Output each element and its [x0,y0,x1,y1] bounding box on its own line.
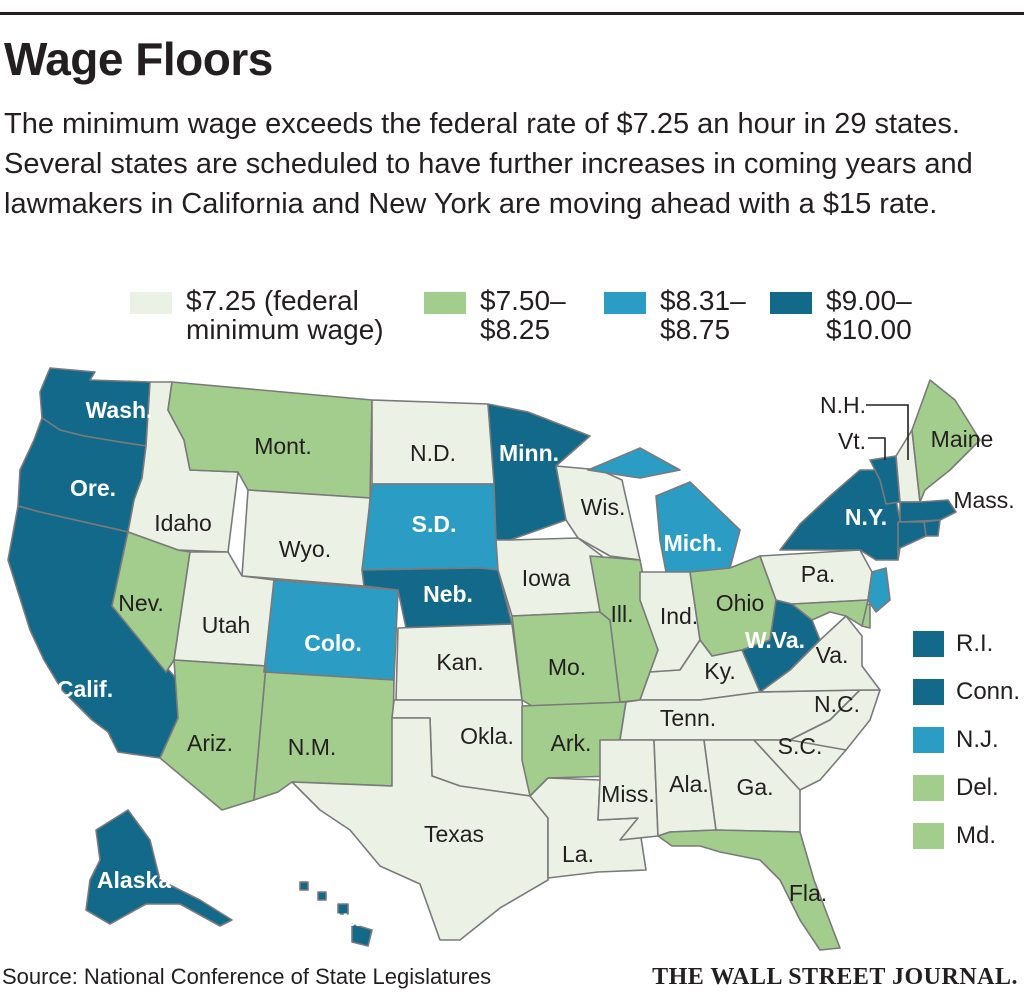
legend-item-federal: $7.25 (federal minimum wage) [130,286,384,344]
state-label-nev: Nev. [118,590,164,616]
state-label-miss: Miss. [601,781,655,807]
state-label-va: Va. [816,642,849,668]
state-label-ga: Ga. [736,774,773,800]
ne-swatch-nj [913,727,944,753]
state-label-colo: Colo. [304,630,362,656]
map-subtitle: The minimum wage exceeds the federal rat… [4,108,973,220]
vt-leader-line [868,437,886,460]
legend-item-high: $8.31– $8.75 [604,286,746,344]
state-label-alaska: Alaska [97,867,171,893]
state-label-mass: Mass. [953,487,1014,513]
state-mass [899,499,957,523]
state-maine [911,379,981,503]
state-label-mont: Mont. [254,433,312,459]
ne-label-conn: Conn. [956,678,1021,705]
state-label-la: La. [562,841,594,867]
state-label-wyo: Wyo. [279,536,331,562]
legend-swatch-high [604,292,646,314]
ne-legend-item-del: Del. [913,764,1024,812]
state-label-utah: Utah [202,612,251,638]
map-title: Wage Floors [4,33,273,85]
state-label-n-y: N.Y. [845,504,887,530]
legend-label-mid: $7.50– $8.25 [480,285,566,345]
state-label-vt: Vt. [838,428,866,454]
state-label-ind: Ind. [660,603,698,629]
state-la [529,777,647,879]
source-note: Source: National Conference of State Leg… [2,964,492,989]
state-label-mo: Mo. [548,654,586,680]
state-n-m [253,665,395,801]
state-conn [897,521,927,561]
state-label-n-d: N.D. [410,440,456,466]
ne-swatch-md [913,823,944,849]
state-label-iowa: Iowa [522,565,571,591]
ne-legend-item-ri: R.I. [913,620,1024,668]
state-label-s-c: S.C. [778,733,823,759]
northeast-legend: R.I. Conn. N.J. Del. Md. [913,620,1024,860]
state-n-j [867,567,891,613]
state-label-ark: Ark. [551,730,592,756]
legend-item-mid: $7.50– $8.25 [424,286,566,344]
legend-swatch-top [770,292,812,314]
ne-label-nj: N.J. [956,726,999,753]
state-label-n-c: N.C. [814,691,860,717]
state-label-n-h: N.H. [820,392,866,418]
state-label-ariz: Ariz. [187,730,233,756]
ne-swatch-ri [913,631,944,657]
ne-label-ri: R.I. [956,630,994,657]
state-label-ore: Ore. [70,475,116,501]
ne-swatch-conn [913,679,944,705]
legend-swatch-mid [424,292,466,314]
state-label-idaho: Idaho [154,510,212,536]
state-label-wash: Wash. [86,397,153,423]
ne-swatch-del [913,775,944,801]
state-label-ill: Ill. [611,601,634,627]
state-label-minn: Minn. [499,440,559,466]
state-label-w-va: W.Va. [745,627,805,653]
ne-label-md: Md. [956,822,997,849]
state-label-neb: Neb. [423,581,473,607]
legend-swatch-federal [130,292,172,314]
state-label-maine: Maine [931,426,994,452]
state-fla [657,829,841,951]
color-legend: $7.25 (federal minimum wage) $7.50– $8.2… [0,286,1024,366]
state-label-n-m: N.M. [288,734,337,760]
state-label-mich: Mich. [664,530,723,556]
legend-label-high: $8.31– $8.75 [660,285,746,345]
state-label-ohio: Ohio [716,590,765,616]
state-label-wis: Wis. [581,494,626,520]
state-label-ky: Ky. [704,658,736,684]
ne-legend-item-md: Md. [913,812,1024,860]
legend-label-top: $9.00– $10.00 [826,285,912,345]
state-md [791,599,869,627]
state-label-s-d: S.D. [412,511,457,537]
state-label-ala: Ala. [669,771,709,797]
state-label-kan: Kan. [436,649,483,675]
publisher-credit: THE WALL STREET JOURNAL. [652,964,1018,990]
state-label-fla: Fla. [789,880,827,906]
state-hawaii [299,881,373,947]
state-label-texas: Texas [424,821,484,847]
state-label-hawaii: Hawaii [300,905,373,931]
state-label-tenn: Tenn. [660,705,716,731]
ne-legend-item-nj: N.J. [913,716,1024,764]
top-rule [0,12,1024,15]
legend-item-top: $9.00– $10.00 [770,286,912,344]
state-label-calif: Calif. [57,676,113,702]
state-texas [291,717,549,941]
state-vt [869,455,901,505]
nh-leader-line [866,404,909,460]
ne-label-del: Del. [956,774,999,801]
state-label-pa: Pa. [801,561,836,587]
state-ga [703,739,801,833]
us-state-map: Wash. Ore. Calif. Idaho Nev. Mont. Wyo. Utah Ari… [7,367,1015,951]
legend-label-federal: $7.25 (federal minimum wage) [186,285,384,345]
state-alaska [85,809,233,927]
state-label-okla: Okla. [460,723,514,749]
ne-legend-item-conn: Conn. [913,668,1024,716]
